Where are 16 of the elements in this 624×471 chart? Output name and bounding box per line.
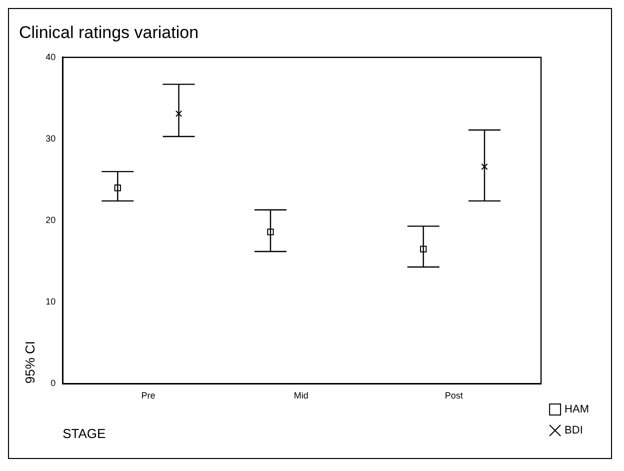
legend-label: HAM: [564, 404, 590, 416]
y-tick-label: 0: [50, 378, 56, 388]
legend-label: BDI: [564, 424, 583, 437]
point: [420, 246, 427, 252]
y-tick-label: 40: [46, 52, 56, 62]
y-tick-label: 10: [46, 296, 56, 307]
x-tick-label: Post: [444, 390, 464, 400]
y-tick-label: 30: [46, 133, 56, 144]
point: [114, 184, 121, 192]
x-axis-title: STAGE: [62, 426, 106, 441]
y-axis-title: 95% CI: [22, 340, 38, 384]
x-tick-label: Pre: [141, 390, 156, 400]
x-tick-label: Mid: [294, 390, 308, 400]
y-tick-label: 20: [46, 214, 56, 225]
point: [267, 228, 274, 236]
chart-title: Clinical ratings variation: [19, 22, 199, 42]
